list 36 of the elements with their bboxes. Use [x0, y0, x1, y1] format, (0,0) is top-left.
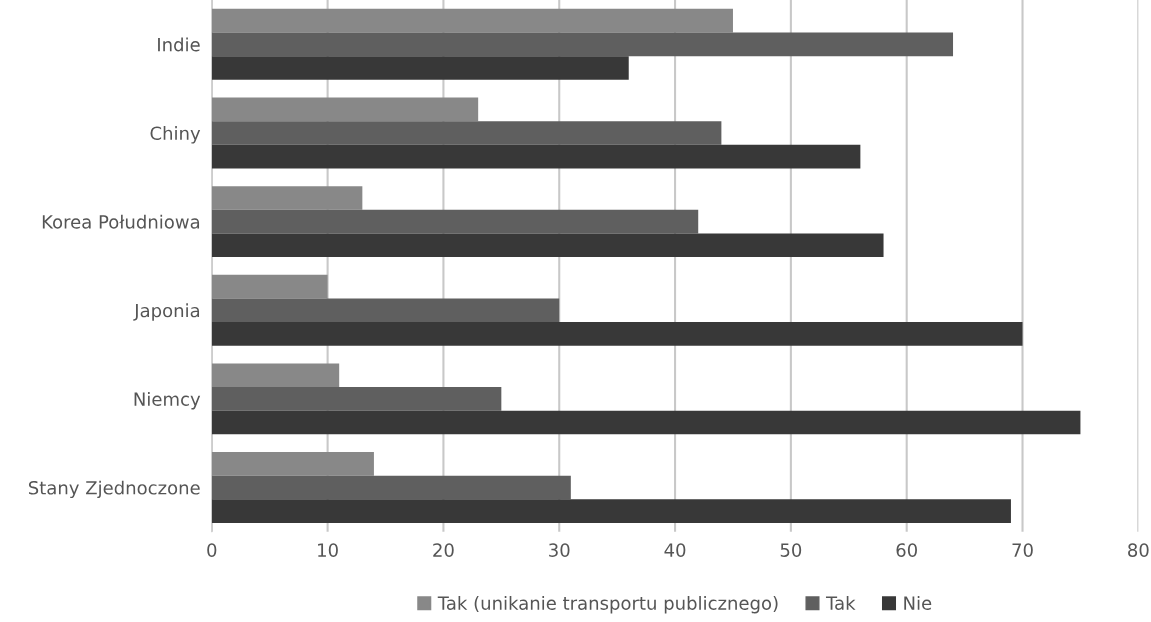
bar: [211, 322, 1023, 346]
x-tick-label: 60: [896, 543, 917, 557]
bar: [211, 97, 479, 122]
bar: [211, 56, 629, 80]
legend-label: Tak (unikanie transportu publicznego): [437, 595, 778, 614]
x-tick-label: 20: [433, 543, 454, 557]
bar: [211, 475, 571, 500]
bar: [211, 363, 340, 388]
bar: [211, 274, 328, 299]
x-tick-label: 10: [318, 543, 338, 557]
y-tick-label: Niemcy: [134, 392, 201, 410]
bar: [211, 452, 374, 476]
bar: [211, 499, 1011, 523]
y-tick-label: Stany Zjednoczone: [28, 480, 200, 499]
bar: [211, 144, 861, 169]
legend-label: Tak: [825, 595, 856, 610]
legend-label: Nie: [904, 595, 932, 610]
x-tick-label: 50: [780, 543, 802, 557]
x-tick-label: 30: [549, 543, 570, 557]
bar: [211, 121, 722, 145]
x-tick-label: 40: [664, 543, 686, 557]
x-tick-label: 80: [1128, 543, 1149, 557]
y-tick-label: Korea Południowa: [42, 214, 200, 229]
bar: [211, 410, 1081, 435]
y-tick-label: Japonia: [133, 303, 200, 321]
bar: [211, 186, 363, 210]
y-tick-label: Chiny: [150, 126, 201, 144]
bar: [211, 387, 502, 411]
x-tick-label: 70: [1012, 543, 1033, 557]
bar: [211, 233, 884, 258]
bar: [211, 32, 954, 57]
x-tick-label: 0: [207, 543, 217, 557]
bar: [211, 209, 699, 234]
y-tick-label: Indie: [158, 37, 200, 52]
bar: [211, 8, 733, 33]
bar: [211, 298, 560, 323]
